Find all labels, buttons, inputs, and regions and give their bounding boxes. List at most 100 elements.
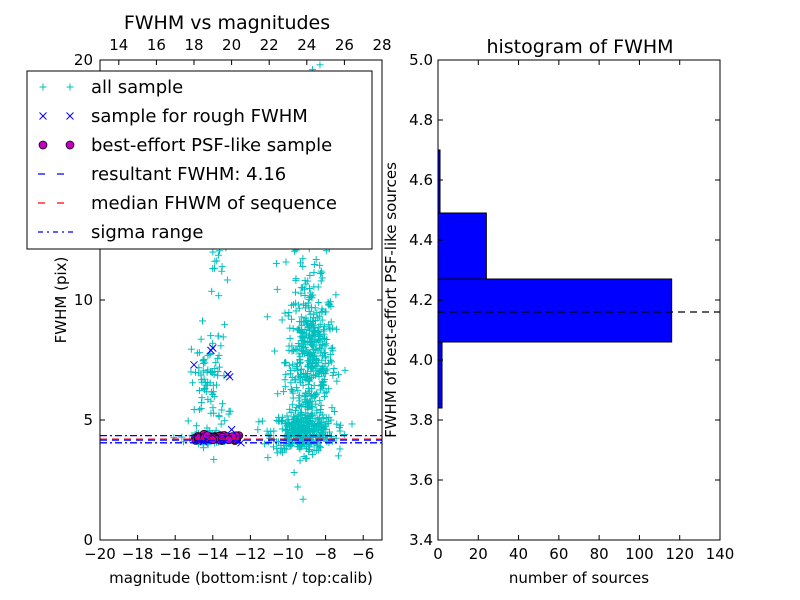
all-sample-point xyxy=(210,455,218,463)
all-sample-point xyxy=(326,325,334,333)
all-sample-point xyxy=(299,337,307,345)
all-sample-point xyxy=(289,429,297,437)
histogram-x-tick-label: 80 xyxy=(590,545,609,563)
all-sample-point xyxy=(282,258,290,266)
all-sample-point xyxy=(328,404,336,412)
all-sample-point xyxy=(314,328,322,336)
all-sample-point xyxy=(280,388,288,396)
all-sample-point xyxy=(204,395,212,403)
legend-entry: median FHWM of sequence xyxy=(38,193,337,214)
all-sample-point xyxy=(213,257,221,265)
all-sample-point xyxy=(293,362,301,370)
all-sample-point xyxy=(211,365,219,373)
all-sample-point xyxy=(213,381,221,389)
all-sample-point xyxy=(286,405,294,413)
all-sample-point xyxy=(316,386,324,394)
scatter-y-tick-label: 20 xyxy=(74,51,93,69)
all-sample-point xyxy=(301,389,309,397)
all-sample-point xyxy=(305,447,313,455)
all-sample-point xyxy=(314,442,322,450)
all-sample-point xyxy=(306,271,314,279)
all-sample-point xyxy=(296,457,304,465)
all-sample-point xyxy=(308,404,316,412)
all-sample-point xyxy=(197,335,205,343)
histogram-y-tick-label: 3.8 xyxy=(409,411,433,429)
all-sample-point xyxy=(200,384,208,392)
histogram-title: histogram of FWHM xyxy=(486,36,673,58)
all-sample-point xyxy=(292,376,300,384)
all-sample-point xyxy=(305,363,313,371)
all-sample-point xyxy=(298,424,306,432)
all-sample-point xyxy=(301,318,309,326)
all-sample-point xyxy=(195,387,203,395)
all-sample-point xyxy=(303,338,311,346)
all-sample-point xyxy=(285,362,293,370)
all-sample-point xyxy=(272,259,280,267)
all-sample-point xyxy=(334,371,342,379)
all-sample-point xyxy=(291,415,299,423)
all-sample-point xyxy=(323,438,331,446)
all-sample-point xyxy=(307,292,315,300)
legend: all sample sample for rough FWHM best-effo… xyxy=(26,70,373,250)
all-sample-point xyxy=(310,261,318,269)
all-sample-point xyxy=(309,427,317,435)
all-sample-point xyxy=(193,349,201,357)
all-sample-point xyxy=(255,418,263,426)
all-sample-point xyxy=(296,356,304,364)
all-sample-point xyxy=(281,426,289,434)
histogram-y-tick-label: 4.0 xyxy=(409,351,433,369)
all-sample-point xyxy=(296,402,304,410)
all-sample-point xyxy=(218,406,226,414)
all-sample-point xyxy=(313,423,321,431)
all-sample-point xyxy=(278,425,286,433)
all-sample-point xyxy=(301,285,309,293)
all-sample-point xyxy=(281,376,289,384)
legend-label: sample for rough FWHM xyxy=(91,106,308,127)
all-sample-point xyxy=(215,351,223,359)
all-sample-point xyxy=(313,309,321,317)
all-sample-point xyxy=(313,362,321,370)
all-sample-point xyxy=(215,292,223,300)
all-sample-point xyxy=(285,421,293,429)
all-sample-point xyxy=(297,346,305,354)
all-sample-point xyxy=(308,451,316,459)
all-sample-point xyxy=(332,325,340,333)
all-sample-point xyxy=(307,411,315,419)
all-sample-point xyxy=(306,398,314,406)
scatter-y-label: FWHM (pix) xyxy=(52,257,70,344)
all-sample-point xyxy=(288,373,296,381)
all-sample-point xyxy=(284,312,292,320)
all-sample-point xyxy=(322,340,330,348)
all-sample-point xyxy=(210,409,218,417)
all-sample-point xyxy=(209,339,217,347)
rough-fwhm-sample-point xyxy=(207,346,215,355)
scatter-top-x-tick-label: 14 xyxy=(109,36,128,54)
scatter-y-tick-label: 10 xyxy=(74,291,93,309)
all-sample-point xyxy=(296,440,304,448)
all-sample-point xyxy=(309,345,317,353)
all-sample-point xyxy=(303,330,311,338)
all-sample-point xyxy=(307,392,315,400)
scatter-title: FWHM vs magnitudes xyxy=(124,12,330,34)
scatter-x-label: magnitude (bottom:isnt / top:calib) xyxy=(109,569,373,587)
all-sample-point xyxy=(289,360,297,368)
all-sample-point xyxy=(189,379,197,387)
all-sample-point xyxy=(323,335,331,343)
all-sample-point xyxy=(178,433,186,441)
all-sample-point xyxy=(281,358,289,366)
all-sample-point xyxy=(318,274,326,282)
scatter-top-x-tick-label: 28 xyxy=(372,36,391,54)
all-sample-point xyxy=(292,276,300,284)
all-sample-point xyxy=(309,314,317,322)
all-sample-point xyxy=(307,385,315,393)
all-sample-point xyxy=(296,431,304,439)
all-sample-point xyxy=(333,420,341,428)
all-sample-point xyxy=(277,447,285,455)
histogram-y-label: FWHM of best-effort PSF-like sources xyxy=(382,162,400,438)
all-sample-point xyxy=(301,277,309,285)
all-sample-point xyxy=(301,334,309,342)
all-sample-point xyxy=(317,277,325,285)
all-sample-point xyxy=(280,444,288,452)
all-sample-point xyxy=(271,347,279,355)
all-sample-point xyxy=(207,368,215,376)
